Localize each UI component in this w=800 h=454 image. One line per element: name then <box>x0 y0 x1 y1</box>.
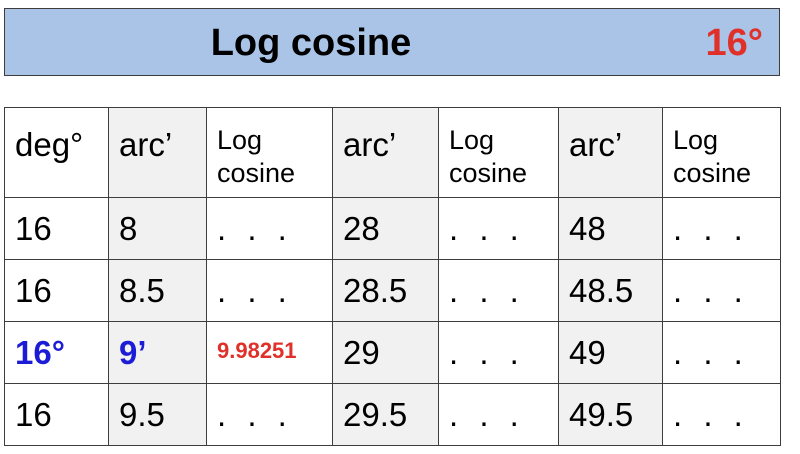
cell-arc: 49 <box>558 321 663 384</box>
cell-arc: 8 <box>108 197 207 260</box>
cell-deg-highlighted: 16° <box>4 321 109 384</box>
cell-arc: 48 <box>558 197 663 260</box>
table-row: 16 8 . . . 28 . . . 48 . . . <box>4 197 781 260</box>
table-row-highlighted: 16° 9’ 9.98251 29 . . . 49 . . . <box>4 321 781 384</box>
table-row: 16 9.5 . . . 29.5 . . . 49.5 . . . <box>4 383 781 446</box>
header-deg: deg° <box>4 107 109 198</box>
cell-arc: 28 <box>332 197 439 260</box>
cell-log-cosine: . . . <box>438 383 559 446</box>
cell-log-cosine: . . . <box>662 197 781 260</box>
cell-log-cosine: . . . <box>438 259 559 322</box>
cell-arc: 29.5 <box>332 383 439 446</box>
cell-log-cosine: . . . <box>438 197 559 260</box>
cell-arc: 29 <box>332 321 439 384</box>
cell-arc: 28.5 <box>332 259 439 322</box>
header-arc-2: arc’ <box>332 107 439 198</box>
log-cosine-table: deg° arc’ Log cosine arc’ Log cosine arc’ … <box>4 107 781 446</box>
cell-log-cosine: . . . <box>206 383 333 446</box>
cell-arc-highlighted: 9’ <box>108 321 207 384</box>
cell-arc: 9.5 <box>108 383 207 446</box>
degree-badge: 16° <box>705 22 763 64</box>
cell-arc: 49.5 <box>558 383 663 446</box>
cell-log-cosine: . . . <box>206 197 333 260</box>
header-arc-3: arc’ <box>558 107 663 198</box>
header-arc-1: arc’ <box>108 107 207 198</box>
cell-deg: 16 <box>4 383 109 446</box>
cell-log-cosine: . . . <box>662 383 781 446</box>
cell-arc: 8.5 <box>108 259 207 322</box>
header-log-cosine-3: Log cosine <box>662 107 781 198</box>
title-banner: Log cosine 16° <box>4 8 780 76</box>
cell-log-cosine: . . . <box>206 259 333 322</box>
cell-log-cosine: . . . <box>662 259 781 322</box>
table-row: 16 8.5 . . . 28.5 . . . 48.5 . . . <box>4 259 781 322</box>
header-log-cosine-2: Log cosine <box>438 107 559 198</box>
page-title: Log cosine <box>210 22 412 64</box>
cell-log-cosine: . . . <box>438 321 559 384</box>
header-log-cosine-1: Log cosine <box>206 107 333 198</box>
table-header-row: deg° arc’ Log cosine arc’ Log cosine arc’ … <box>4 107 781 198</box>
cell-log-cosine: . . . <box>662 321 781 384</box>
cell-deg: 16 <box>4 259 109 322</box>
cell-deg: 16 <box>4 197 109 260</box>
cell-log-cosine-result: 9.98251 <box>206 321 333 384</box>
cell-arc: 48.5 <box>558 259 663 322</box>
